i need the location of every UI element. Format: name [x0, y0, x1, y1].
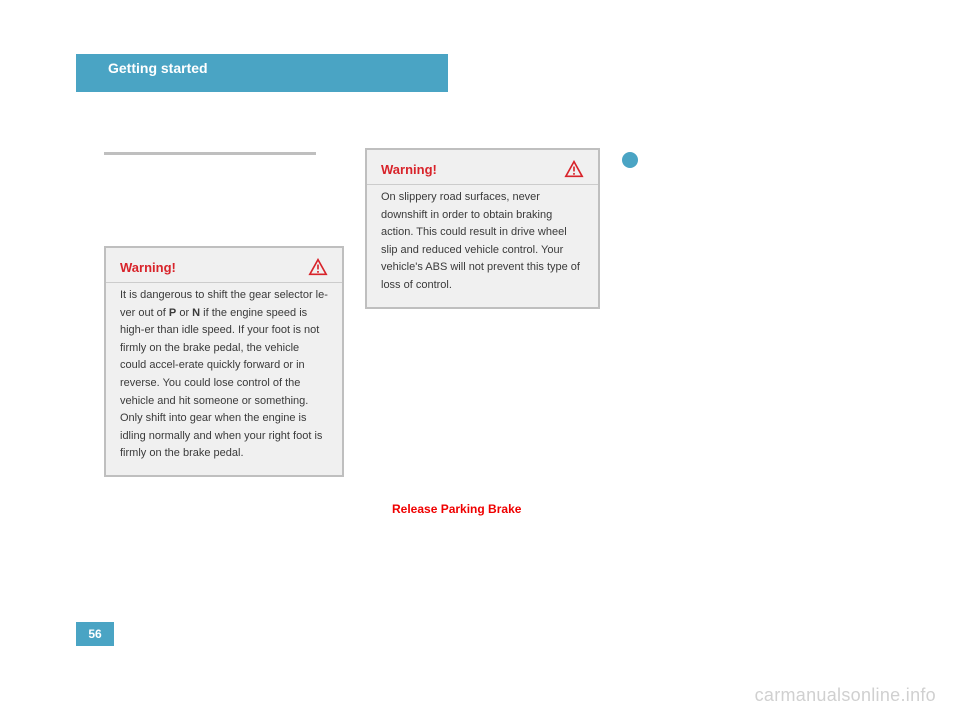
warning-header-2: Warning! — [367, 150, 598, 184]
warning-1-or: or — [176, 307, 192, 319]
warning-box-1: Warning! It is dangerous to shift the ge… — [104, 246, 344, 477]
warning-box-2: Warning! On slippery road surfaces, neve… — [365, 148, 600, 309]
page-number: 56 — [88, 627, 101, 641]
watermark: carmanualsonline.info — [755, 685, 936, 706]
warning-header-1: Warning! — [106, 248, 342, 282]
warning-label-2: Warning! — [381, 162, 437, 177]
warning-body-2: On slippery road surfaces, never downshi… — [367, 184, 598, 307]
page: Getting started Warning! It is dangerous… — [0, 0, 960, 720]
warning-label-1: Warning! — [120, 260, 176, 275]
warning-1-suffix: if the engine speed is high-er than idle… — [120, 307, 322, 460]
bullet-dot — [622, 152, 638, 168]
page-number-box: 56 — [76, 622, 114, 646]
header-tab: Getting started — [76, 54, 448, 92]
warning-body-1: It is dangerous to shift the gear select… — [106, 282, 342, 475]
section-divider — [104, 152, 316, 155]
warning-1-n: N — [192, 307, 200, 319]
header-title: Getting started — [108, 60, 208, 76]
warning-icon — [308, 258, 328, 276]
warning-icon — [564, 160, 584, 178]
release-parking-brake-text: Release Parking Brake — [392, 502, 521, 516]
